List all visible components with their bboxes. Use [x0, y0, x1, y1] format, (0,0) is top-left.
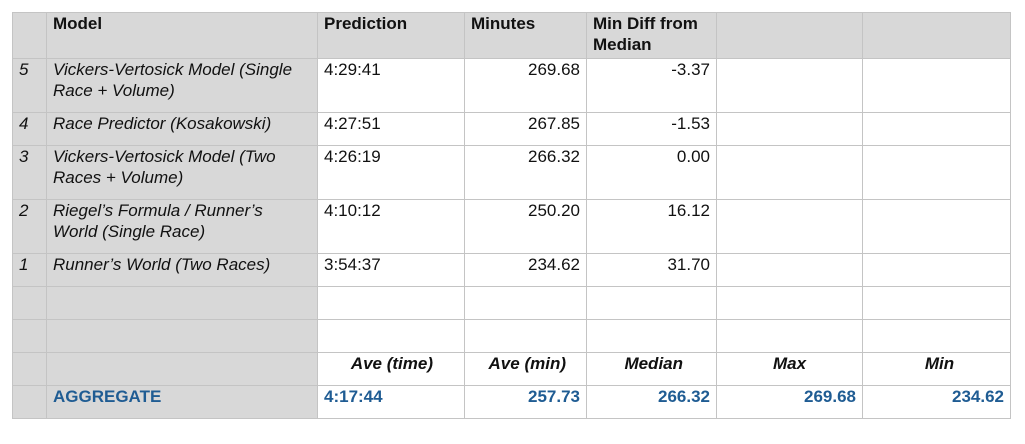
header-empty-1[interactable]: [716, 12, 863, 59]
empty-cell[interactable]: [862, 58, 1011, 113]
row-index[interactable]: 1: [12, 253, 47, 287]
empty-cell[interactable]: [716, 286, 863, 320]
diff-cell[interactable]: 31.70: [586, 253, 717, 287]
model-cell[interactable]: Vickers-Vertosick Model (Two Races + Vol…: [46, 145, 318, 200]
model-cell[interactable]: Riegel’s Formula / Runner’s World (Singl…: [46, 199, 318, 254]
empty-cell[interactable]: [862, 286, 1011, 320]
table-row: 1 Runner’s World (Two Races) 3:54:37 234…: [12, 253, 1011, 287]
diff-cell[interactable]: -3.37: [586, 58, 717, 113]
header-row: Model Prediction Minutes Min Diff from M…: [12, 12, 1011, 59]
ave-min-label[interactable]: Ave (min): [464, 352, 587, 386]
ave-time-label[interactable]: Ave (time): [317, 352, 465, 386]
header-empty-2[interactable]: [862, 12, 1011, 59]
row-index[interactable]: [12, 385, 47, 419]
prediction-cell[interactable]: 3:54:37: [317, 253, 465, 287]
aggregate-max[interactable]: 269.68: [716, 385, 863, 419]
model-cell[interactable]: [46, 319, 318, 353]
spreadsheet-table: Model Prediction Minutes Min Diff from M…: [12, 12, 1011, 419]
row-index[interactable]: 3: [12, 145, 47, 200]
row-index[interactable]: [12, 352, 47, 386]
prediction-cell[interactable]: 4:29:41: [317, 58, 465, 113]
empty-cell[interactable]: [862, 319, 1011, 353]
empty-cell[interactable]: [862, 199, 1011, 254]
max-label[interactable]: Max: [716, 352, 863, 386]
header-min-diff[interactable]: Min Diff from Median: [586, 12, 717, 59]
table-row: 4 Race Predictor (Kosakowski) 4:27:51 26…: [12, 112, 1011, 146]
empty-row: [12, 286, 1011, 320]
diff-cell[interactable]: 0.00: [586, 145, 717, 200]
aggregate-row: AGGREGATE 4:17:44 257.73 266.32 269.68 2…: [12, 385, 1011, 419]
table-row: 3 Vickers-Vertosick Model (Two Races + V…: [12, 145, 1011, 200]
minutes-cell[interactable]: 250.20: [464, 199, 587, 254]
empty-cell[interactable]: [716, 253, 863, 287]
aggregate-median[interactable]: 266.32: [586, 385, 717, 419]
empty-cell[interactable]: [716, 58, 863, 113]
empty-row: [12, 319, 1011, 353]
table-row: 2 Riegel’s Formula / Runner’s World (Sin…: [12, 199, 1011, 254]
row-index[interactable]: 2: [12, 199, 47, 254]
minutes-cell[interactable]: 269.68: [464, 58, 587, 113]
prediction-cell[interactable]: 4:26:19: [317, 145, 465, 200]
table-row: 5 Vickers-Vertosick Model (Single Race +…: [12, 58, 1011, 113]
empty-cell[interactable]: [716, 319, 863, 353]
row-index[interactable]: 4: [12, 112, 47, 146]
empty-cell[interactable]: [716, 112, 863, 146]
row-index[interactable]: [12, 286, 47, 320]
diff-cell[interactable]: -1.53: [586, 112, 717, 146]
model-cell[interactable]: Race Predictor (Kosakowski): [46, 112, 318, 146]
empty-cell[interactable]: [464, 286, 587, 320]
empty-cell[interactable]: [586, 286, 717, 320]
model-cell[interactable]: [46, 352, 318, 386]
empty-cell[interactable]: [317, 286, 465, 320]
prediction-cell[interactable]: 4:27:51: [317, 112, 465, 146]
empty-cell[interactable]: [862, 112, 1011, 146]
model-cell[interactable]: Runner’s World (Two Races): [46, 253, 318, 287]
minutes-cell[interactable]: 266.32: [464, 145, 587, 200]
minutes-cell[interactable]: 234.62: [464, 253, 587, 287]
empty-cell[interactable]: [586, 319, 717, 353]
empty-cell[interactable]: [716, 199, 863, 254]
aggregate-label[interactable]: AGGREGATE: [46, 385, 318, 419]
empty-cell[interactable]: [317, 319, 465, 353]
aggregate-min[interactable]: 234.62: [862, 385, 1011, 419]
empty-cell[interactable]: [716, 145, 863, 200]
median-label[interactable]: Median: [586, 352, 717, 386]
empty-cell[interactable]: [862, 253, 1011, 287]
aggregate-ave-time[interactable]: 4:17:44: [317, 385, 465, 419]
model-cell[interactable]: [46, 286, 318, 320]
header-prediction[interactable]: Prediction: [317, 12, 465, 59]
min-label[interactable]: Min: [862, 352, 1011, 386]
prediction-cell[interactable]: 4:10:12: [317, 199, 465, 254]
header-model[interactable]: Model: [46, 12, 318, 59]
summary-label-row: Ave (time) Ave (min) Median Max Min: [12, 352, 1011, 386]
row-index[interactable]: 5: [12, 58, 47, 113]
diff-cell[interactable]: 16.12: [586, 199, 717, 254]
model-cell[interactable]: Vickers-Vertosick Model (Single Race + V…: [46, 58, 318, 113]
aggregate-ave-min[interactable]: 257.73: [464, 385, 587, 419]
header-corner-cell[interactable]: [12, 12, 47, 59]
header-minutes[interactable]: Minutes: [464, 12, 587, 59]
empty-cell[interactable]: [862, 145, 1011, 200]
row-index[interactable]: [12, 319, 47, 353]
empty-cell[interactable]: [464, 319, 587, 353]
minutes-cell[interactable]: 267.85: [464, 112, 587, 146]
